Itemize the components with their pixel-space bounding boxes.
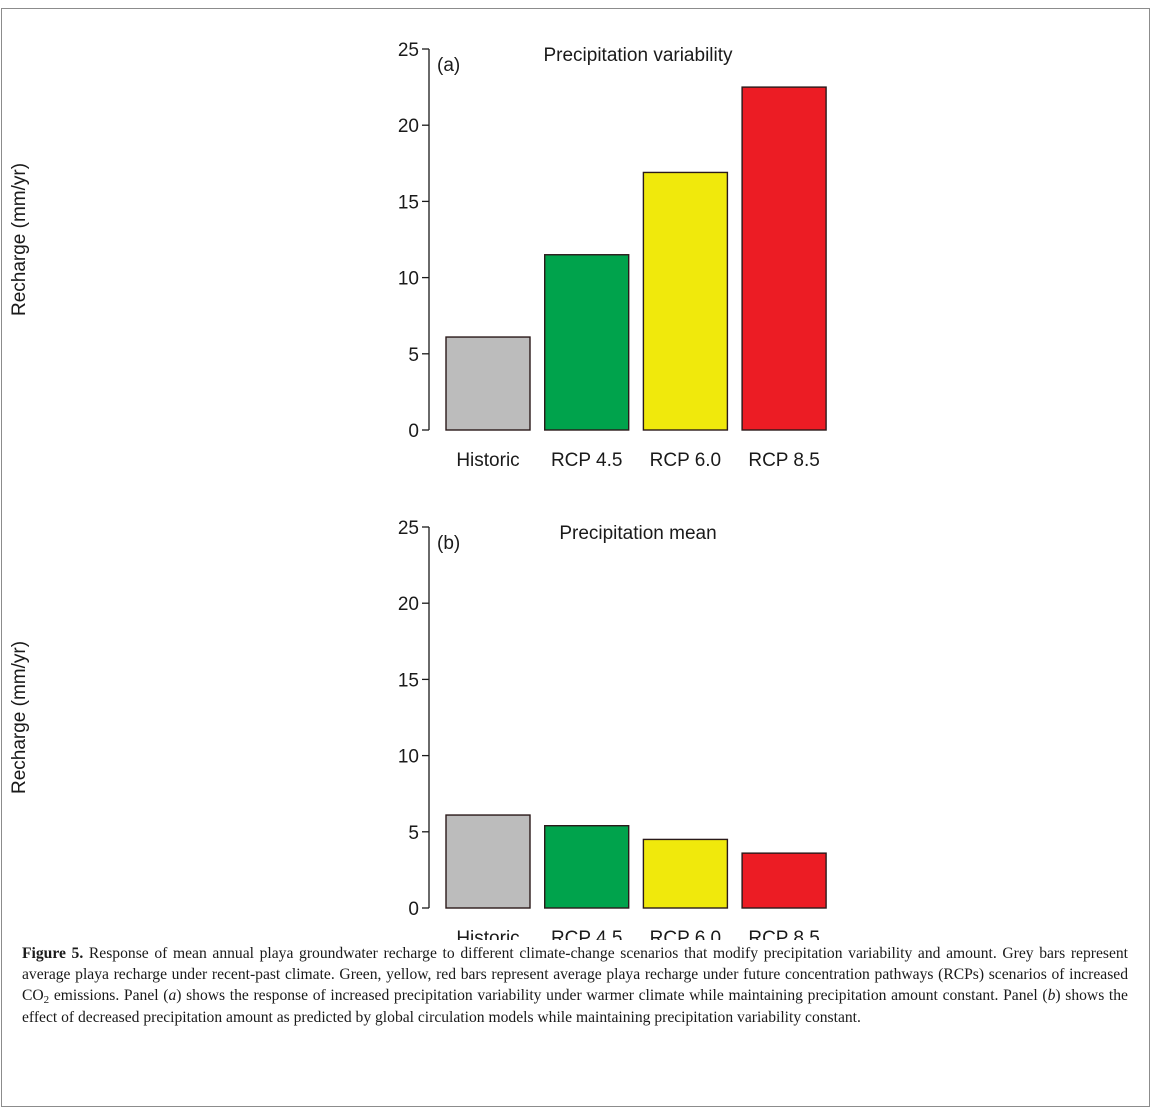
y-tick-label-b-10: 10 xyxy=(398,747,419,768)
y-tick-label-a-15: 15 xyxy=(398,192,419,213)
category-label-b-2: RCP 6.0 xyxy=(650,928,721,940)
figure-charts: 0 5 10 15 20 25 Recharge (mm/yr) (a) Precipitati… xyxy=(9,40,827,940)
bar-a-0 xyxy=(445,336,531,431)
y-tick-label-b-20: 20 xyxy=(398,594,419,615)
caption-panel-a: a xyxy=(168,987,177,1005)
category-label-a-0: Historic xyxy=(456,450,519,471)
bar-a-2 xyxy=(642,171,729,431)
caption-text-2: emissions. Panel ( xyxy=(49,987,169,1005)
category-label-a-1: RCP 4.5 xyxy=(551,450,622,471)
category-label-b-1: RCP 4.5 xyxy=(551,928,622,940)
y-tick-label-b-25: 25 xyxy=(398,518,419,539)
y-axis-label-b: Recharge (mm/yr) xyxy=(9,641,30,794)
caption-subscript: 2 xyxy=(43,994,50,1007)
caption-panel-b: b xyxy=(1047,987,1056,1005)
y-tick-label-b-0: 0 xyxy=(408,899,419,920)
category-label-b-0: Historic xyxy=(456,928,519,940)
bar-b-1 xyxy=(544,825,630,909)
category-label-b-3: RCP 8.5 xyxy=(748,928,819,940)
caption-text-1: Response of mean annual playa groundwate… xyxy=(22,945,1128,1005)
bar-b-2 xyxy=(642,838,729,909)
y-tick-label-a-10: 10 xyxy=(398,269,419,290)
figure-frame xyxy=(1,8,1150,1107)
y-tick-label-b-15: 15 xyxy=(398,670,419,691)
y-tick-label-a-5: 5 xyxy=(408,345,419,366)
panel-label-a: (a) xyxy=(437,55,460,76)
chart-title-a: Precipitation variability xyxy=(543,45,733,66)
caption-text-4: ) shows the effect of decreased precipit… xyxy=(22,987,1128,1026)
bar-b-0 xyxy=(445,814,531,909)
bar-a-1 xyxy=(544,254,630,431)
category-label-a-2: RCP 6.0 xyxy=(650,450,721,471)
y-axis-label-a: Recharge (mm/yr) xyxy=(9,163,30,316)
figure-caption: Figure 5. Response of mean annual playa … xyxy=(22,943,1128,1028)
y-tick-label-a-20: 20 xyxy=(398,116,419,137)
panel-label-b: (b) xyxy=(437,533,460,554)
bar-b-3 xyxy=(741,852,827,909)
caption-label: Figure 5. xyxy=(22,945,84,962)
chart-title-b: Precipitation mean xyxy=(559,523,716,544)
category-label-a-3: RCP 8.5 xyxy=(748,450,819,471)
caption-text-3: ) shows the response of increased precip… xyxy=(176,987,1048,1005)
y-tick-label-a-25: 25 xyxy=(398,40,419,61)
y-tick-label-b-5: 5 xyxy=(408,823,419,844)
bar-a-3 xyxy=(741,86,827,431)
y-tick-label-a-0: 0 xyxy=(408,421,419,442)
